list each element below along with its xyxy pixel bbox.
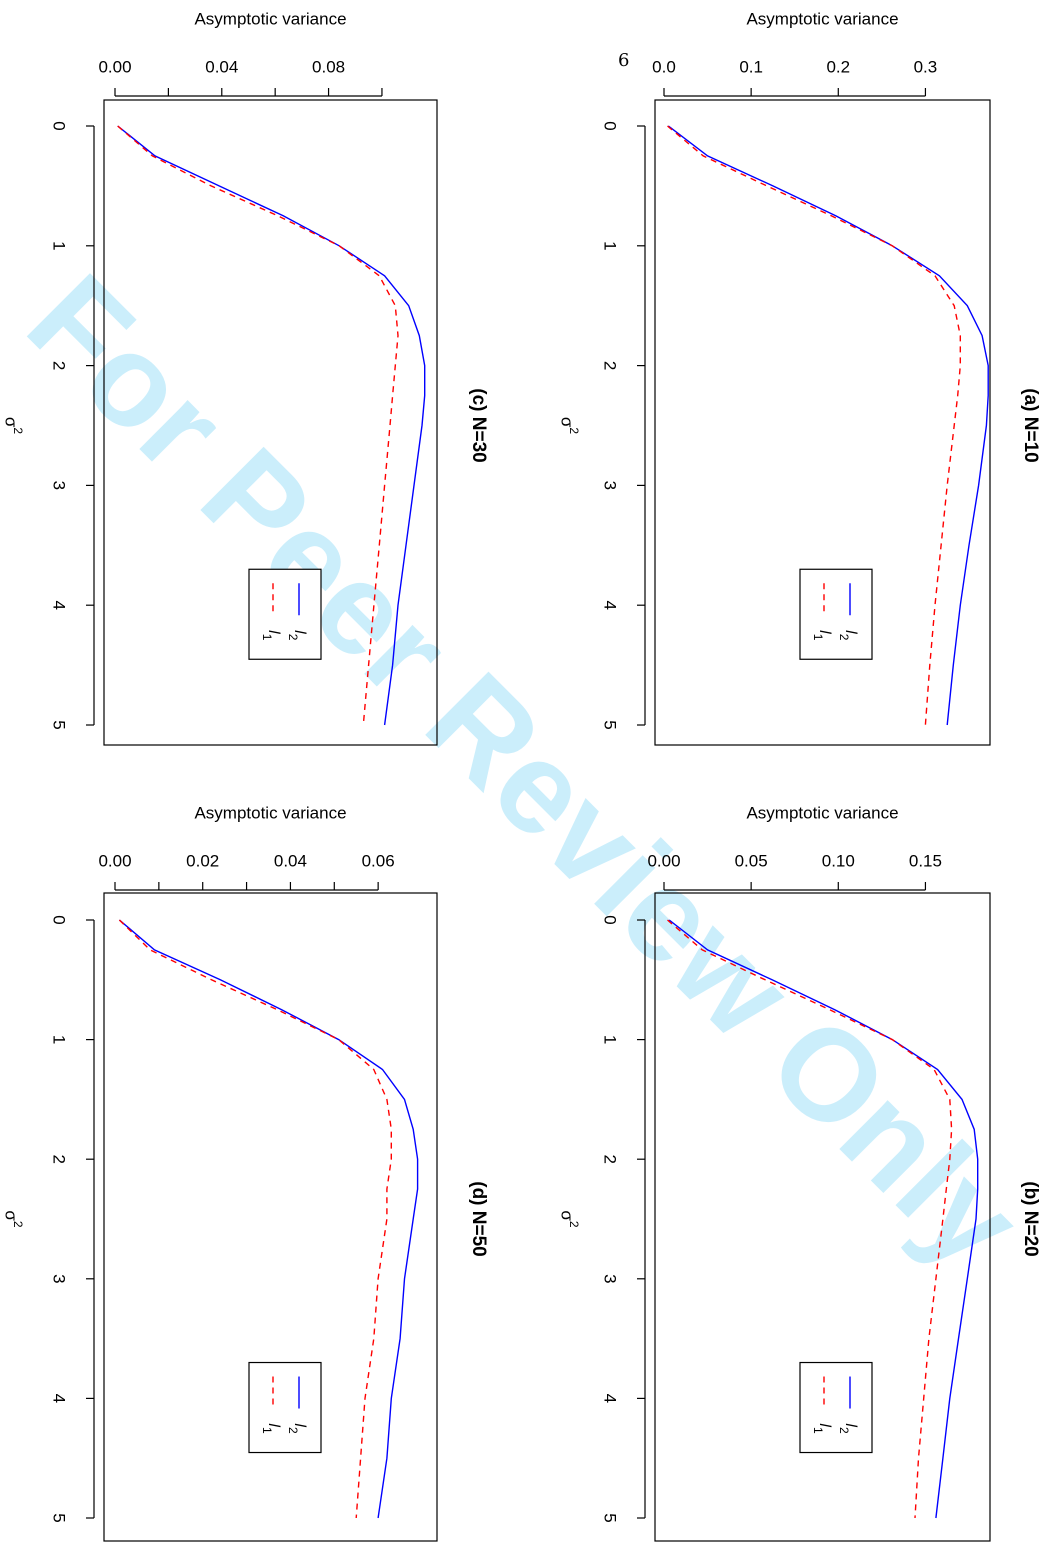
x-tick-label: 5	[50, 720, 69, 729]
x-tick-label: 5	[50, 1513, 69, 1522]
x-tick-label: 2	[601, 1154, 620, 1163]
y-tick-label: 0.10	[822, 851, 855, 870]
y-axis-label: Asymptotic variance	[194, 803, 346, 822]
x-tick-label: 1	[601, 1035, 620, 1044]
plot-frame	[654, 892, 991, 1542]
x-axis-label: σ2	[558, 417, 581, 435]
y-tick-label: 0.06	[362, 851, 395, 870]
y-tick-label: 0.2	[826, 57, 850, 76]
x-tick-label: 0	[601, 915, 620, 924]
chart-title: (a) N=10	[1020, 388, 1041, 462]
y-tick-label: 0.00	[98, 851, 131, 870]
plot-frame	[654, 99, 991, 746]
x-tick-label: 5	[601, 1513, 620, 1522]
series-line-l1	[118, 919, 392, 1519]
x-tick-label: 3	[50, 481, 69, 490]
legend-label-l1: l1	[811, 1423, 833, 1434]
x-tick-label: 4	[601, 600, 620, 609]
x-tick-label: 0	[50, 121, 69, 130]
x-tick-label: 1	[50, 1035, 69, 1044]
y-tick-label: 0.0	[652, 57, 676, 76]
x-tick-label: 2	[50, 361, 69, 370]
legend-box	[799, 568, 873, 660]
y-tick-label: 0.05	[735, 851, 768, 870]
legend-label-l1: l1	[260, 1423, 282, 1434]
page-number: 6	[618, 50, 630, 71]
chart-panel: 0.00 0.05 0.10 0.15 Asymptotic variance 0 1 2 3 4…	[558, 803, 1041, 1542]
legend-box	[248, 1361, 322, 1454]
y-tick-label: 0.04	[274, 851, 307, 870]
chart-title: (b) N=20	[1020, 1181, 1041, 1257]
series-line-l1	[667, 125, 961, 726]
series-line-l2	[668, 919, 979, 1519]
y-tick-label: 0.08	[312, 57, 345, 76]
y-tick-label: 0.1	[739, 57, 763, 76]
plot-frame	[103, 892, 438, 1542]
y-tick-label: 0.04	[205, 57, 238, 76]
y-tick-label: 0.15	[909, 851, 942, 870]
y-axis-label: Asymptotic variance	[194, 9, 346, 28]
x-axis-label: σ2	[2, 417, 25, 435]
legend-label-l2: l2	[286, 630, 308, 641]
series-line-l1	[117, 125, 399, 726]
x-axis-label: σ2	[2, 1210, 25, 1228]
x-axis-label: σ2	[558, 1210, 581, 1228]
series-line-l2	[118, 919, 419, 1519]
x-tick-label: 0	[601, 121, 620, 130]
x-tick-label: 2	[50, 1154, 69, 1163]
series-line-l2	[667, 125, 989, 726]
series-line-l1	[667, 919, 953, 1519]
x-tick-label: 0	[50, 915, 69, 924]
y-tick-label: 0.3	[914, 57, 938, 76]
chart-title: (c) N=30	[468, 388, 489, 462]
series-line-l2	[117, 125, 426, 726]
legend-box	[799, 1361, 873, 1454]
y-axis-label: Asymptotic variance	[746, 9, 898, 28]
y-axis-label: Asymptotic variance	[746, 803, 898, 822]
y-tick-label: 0.00	[647, 851, 680, 870]
y-tick-label: 0.00	[98, 57, 131, 76]
x-tick-label: 4	[601, 1394, 620, 1403]
x-tick-label: 4	[50, 1394, 69, 1403]
legend-label-l2: l2	[286, 1423, 308, 1434]
x-tick-label: 4	[50, 600, 69, 609]
x-tick-label: 1	[601, 241, 620, 250]
x-tick-label: 1	[50, 241, 69, 250]
x-tick-label: 5	[601, 720, 620, 729]
x-tick-label: 3	[601, 481, 620, 490]
legend-label-l1: l1	[811, 630, 833, 641]
legend-label-l1: l1	[260, 630, 282, 641]
chart-panel: 0.00 0.02 0.04 0.06 Asymptotic variance 0 1 2 3 4…	[2, 803, 489, 1542]
y-tick-label: 0.02	[186, 851, 219, 870]
plot-frame	[103, 99, 438, 746]
x-tick-label: 3	[50, 1274, 69, 1283]
x-tick-label: 2	[601, 361, 620, 370]
legend-box	[248, 568, 322, 660]
x-tick-label: 3	[601, 1274, 620, 1283]
legend-label-l2: l2	[837, 630, 859, 641]
chart-title: (d) N=50	[468, 1181, 489, 1257]
chart-panel: 0.0 0.1 0.2 0.3 Asymptotic variance 0 1 2 3 4 5 σ2 (…	[558, 9, 1041, 746]
legend-label-l2: l2	[837, 1423, 859, 1434]
chart-panel: 0.00 0.04 0.08 Asymptotic variance 0 1 2 3 4 5 σ2 (…	[2, 9, 489, 746]
